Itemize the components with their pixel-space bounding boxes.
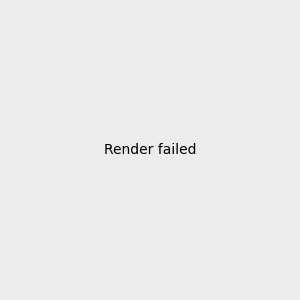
Text: Render failed: Render failed	[104, 143, 196, 157]
